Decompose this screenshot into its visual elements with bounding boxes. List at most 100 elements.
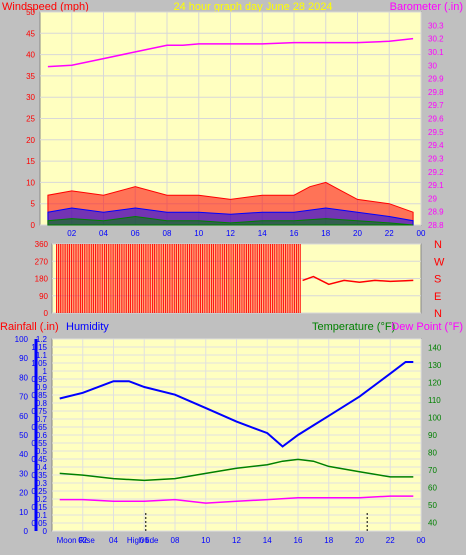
temperature-tick-label: 70 xyxy=(428,466,437,475)
time-tick-label: 16 xyxy=(294,536,303,545)
rain-tick-label: 1.1 xyxy=(36,351,48,360)
windspeed-tick-label: 50 xyxy=(26,8,35,17)
rain-tick-label: 0.4 xyxy=(36,463,48,472)
rain-tick-label: 0 xyxy=(43,527,48,536)
compass-label: W xyxy=(434,256,445,268)
barometer-tick-label: 30.2 xyxy=(428,35,444,44)
time-tick-label: 06 xyxy=(131,229,140,238)
windspeed-tick-label: 30 xyxy=(26,93,35,102)
barometer-tick-label: 29.1 xyxy=(428,181,444,190)
wind-low-series xyxy=(47,215,414,226)
time-tick-label: 10 xyxy=(201,536,210,545)
humidity-tick-label: 30 xyxy=(19,469,28,478)
barometer-tick-label: 29.3 xyxy=(428,154,444,163)
humidity-tick-label: 70 xyxy=(19,393,28,402)
temperature-label: Temperature (°F) xyxy=(312,321,395,333)
rain-tick-label: 0.7 xyxy=(36,415,48,424)
barometer-tick-label: 30.3 xyxy=(428,21,444,30)
high-tide-label: High tide xyxy=(127,536,159,545)
temperature-tick-label: 110 xyxy=(428,396,441,405)
direction-tick-label: 0 xyxy=(44,309,49,318)
humidity-tick-label: 20 xyxy=(19,489,28,498)
humidity-tick-label: 40 xyxy=(19,450,28,459)
windspeed-tick-label: 25 xyxy=(26,115,35,124)
temperature-series xyxy=(59,458,414,482)
time-tick-label: 00 xyxy=(417,536,426,545)
rain-tick-label: 0.9 xyxy=(36,383,48,392)
time-tick-label: 04 xyxy=(99,229,108,238)
rain-tick-label: 0.75 xyxy=(31,407,47,416)
windspeed-tick-label: 40 xyxy=(26,51,35,60)
temperature-tick-label: 100 xyxy=(428,414,442,423)
humidity-tick-label: 90 xyxy=(19,354,28,363)
graph-title: 24 hour graph day June 28 2024 xyxy=(173,1,332,13)
humidity-tick-label: 0 xyxy=(24,527,29,536)
rain-tick-label: 0.95 xyxy=(31,375,47,384)
barometer-tick-label: 29.4 xyxy=(428,141,444,150)
time-tick-label: 06 xyxy=(140,536,149,545)
barometer-tick-label: 29.2 xyxy=(428,168,444,177)
time-tick-label: 02 xyxy=(67,229,76,238)
rain-tick-label: 0.2 xyxy=(36,495,48,504)
time-tick-label: 04 xyxy=(109,536,118,545)
time-tick-label: 08 xyxy=(163,229,172,238)
time-tick-label: 12 xyxy=(226,229,235,238)
rain-tick-label: 0.25 xyxy=(31,487,47,496)
humidity-tick-label: 80 xyxy=(19,373,28,382)
compass-label: E xyxy=(434,291,441,303)
windspeed-tick-label: 15 xyxy=(26,157,35,166)
rain-tick-label: 0.65 xyxy=(31,423,47,432)
barometer-tick-label: 29.7 xyxy=(428,101,444,110)
barometer-label: Barometer (.in) xyxy=(390,1,463,13)
barometer-tick-label: 29.5 xyxy=(428,128,444,137)
time-tick-label: 22 xyxy=(385,229,394,238)
humidity-series xyxy=(59,361,414,448)
barometer-tick-label: 28.9 xyxy=(428,208,444,217)
wind-direction-variable xyxy=(56,244,301,313)
barometer-tick-label: 30.1 xyxy=(428,48,444,57)
windspeed-label: Windspeed (mph) xyxy=(2,1,89,13)
rain-tick-label: 0.45 xyxy=(31,455,47,464)
compass-label: N xyxy=(434,239,442,251)
barometer-tick-label: 29.8 xyxy=(428,88,444,97)
dewpoint-label: Dew Point (°F) xyxy=(391,321,463,333)
compass-label: N xyxy=(434,308,442,320)
rain-tick-label: 0.3 xyxy=(36,479,48,488)
dewpoint-series xyxy=(59,495,414,504)
rainfall-label: Rainfall (.in) xyxy=(0,321,59,333)
barometer-tick-label: 28.8 xyxy=(428,221,444,230)
windspeed-tick-label: 10 xyxy=(26,178,35,187)
time-tick-label: 08 xyxy=(171,536,180,545)
barometer-tick-label: 29 xyxy=(428,194,437,203)
temperature-tick-label: 40 xyxy=(428,518,437,527)
temperature-tick-label: 140 xyxy=(428,344,442,353)
moon-rise-label: Moon Rise xyxy=(57,536,96,545)
humidity-tick-label: 100 xyxy=(15,335,29,344)
time-tick-label: 16 xyxy=(290,229,299,238)
temperature-tick-label: 50 xyxy=(428,501,437,510)
time-tick-label: 14 xyxy=(263,536,272,545)
windspeed-tick-label: 35 xyxy=(26,72,35,81)
direction-tick-label: 360 xyxy=(35,240,49,249)
time-tick-label: 20 xyxy=(355,536,364,545)
temperature-tick-label: 80 xyxy=(428,448,437,457)
rain-tick-label: 0.05 xyxy=(31,519,47,528)
windspeed-tick-label: 5 xyxy=(31,200,36,209)
rain-tick-label: 0.55 xyxy=(31,439,47,448)
time-tick-label: 14 xyxy=(258,229,267,238)
windspeed-tick-label: 0 xyxy=(31,221,36,230)
rain-tick-label: 0.85 xyxy=(31,391,47,400)
barometer-series xyxy=(47,37,414,68)
time-tick-label: 12 xyxy=(232,536,241,545)
time-tick-label: 02 xyxy=(78,536,87,545)
rain-tick-label: 1.15 xyxy=(31,343,47,352)
humidity-label: Humidity xyxy=(66,321,109,333)
temperature-tick-label: 120 xyxy=(428,379,442,388)
time-tick-label: 18 xyxy=(324,536,333,545)
time-tick-label: 00 xyxy=(417,229,426,238)
humidity-tick-label: 10 xyxy=(19,508,28,517)
rain-tick-label: 0.1 xyxy=(36,511,48,520)
rain-tick-label: 1.2 xyxy=(36,335,48,344)
direction-tick-label: 90 xyxy=(39,292,48,301)
